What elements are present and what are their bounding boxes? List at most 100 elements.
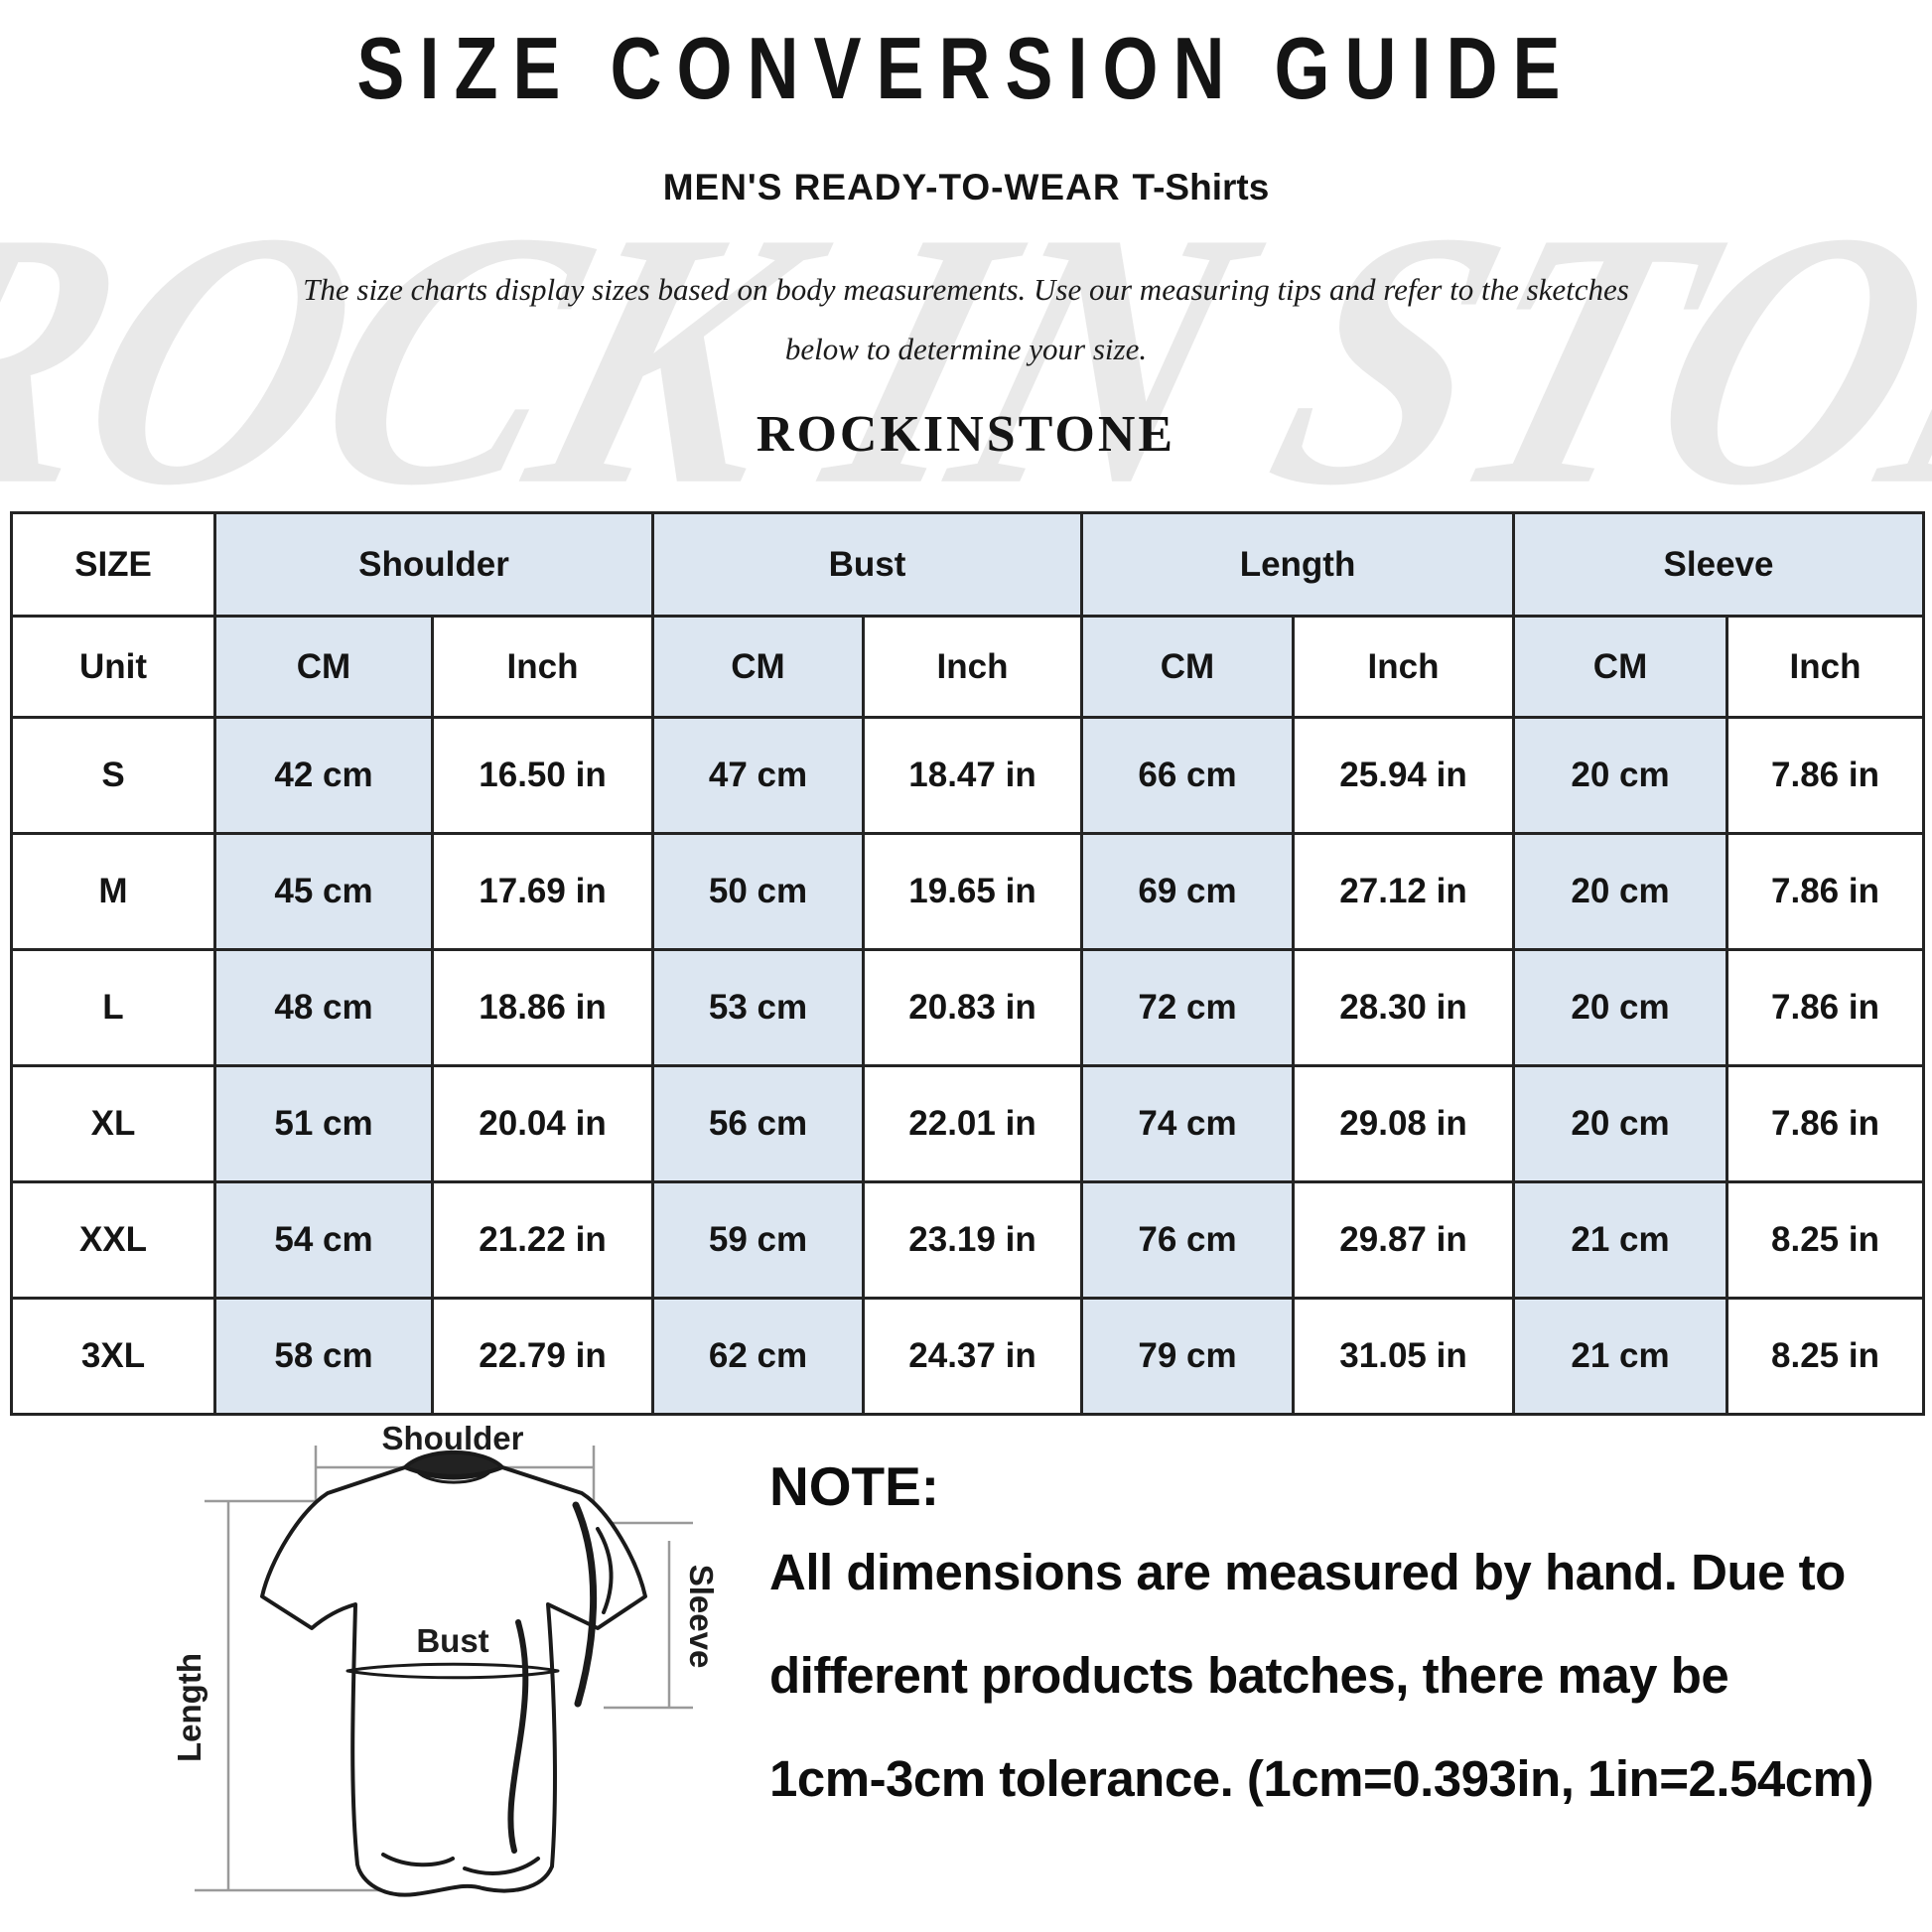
value-cell: 17.69 in	[431, 832, 654, 951]
unit-row-label: Unit	[10, 615, 216, 719]
table-header-bust: Bust	[651, 511, 1083, 618]
diagram-labels: Shoulder Bust Length Sleeve	[171, 1420, 720, 1762]
value-cell: 22.79 in	[431, 1297, 654, 1416]
value-cell: 72 cm	[1080, 948, 1295, 1067]
value-cell: 59 cm	[651, 1180, 865, 1300]
value-cell: 76 cm	[1080, 1180, 1295, 1300]
value-cell: 7.86 in	[1725, 832, 1926, 951]
unit-cell: CM	[651, 615, 865, 719]
value-cell: 29.87 in	[1291, 1180, 1516, 1300]
table-row-xl: XL 51 cm 20.04 in 56 cm 22.01 in 74 cm 2…	[10, 1064, 1926, 1183]
size-cell: 3XL	[10, 1297, 216, 1416]
unit-cell: CM	[1512, 615, 1729, 719]
value-cell: 21 cm	[1512, 1180, 1729, 1300]
note-section: NOTE: All dimensions are measured by han…	[769, 1451, 1921, 1831]
value-cell: 27.12 in	[1291, 832, 1516, 951]
unit-cell: Inch	[862, 615, 1083, 719]
note-heading: NOTE:	[769, 1455, 940, 1517]
description-line-1: The size charts display sizes based on b…	[303, 272, 1629, 307]
tshirt-outline	[260, 1449, 647, 1897]
value-cell: 24.37 in	[862, 1297, 1083, 1416]
table-row-xxl: XXL 54 cm 21.22 in 59 cm 23.19 in 76 cm …	[10, 1180, 1926, 1300]
unit-cell: Inch	[1725, 615, 1926, 719]
value-cell: 31.05 in	[1291, 1297, 1516, 1416]
unit-cell: CM	[1080, 615, 1295, 719]
value-cell: 29.08 in	[1291, 1064, 1516, 1183]
page-title: SIZE CONVERSION GUIDE	[356, 20, 1576, 118]
value-cell: 58 cm	[213, 1297, 434, 1416]
value-cell: 74 cm	[1080, 1064, 1295, 1183]
value-cell: 45 cm	[213, 832, 434, 951]
description: The size charts display sizes based on b…	[0, 260, 1932, 379]
table-corner-size-header: SIZE	[10, 511, 216, 618]
value-cell: 50 cm	[651, 832, 865, 951]
value-cell: 47 cm	[651, 716, 865, 835]
note-line-1: All dimensions are measured by hand. Due…	[769, 1544, 1846, 1600]
value-cell: 8.25 in	[1725, 1180, 1926, 1300]
value-cell: 25.94 in	[1291, 716, 1516, 835]
size-cell: XXL	[10, 1180, 216, 1300]
value-cell: 28.30 in	[1291, 948, 1516, 1067]
subtitle-main: MEN'S READY-TO-WEAR	[662, 167, 1121, 207]
value-cell: 7.86 in	[1725, 1064, 1926, 1183]
value-cell: 8.25 in	[1725, 1297, 1926, 1416]
value-cell: 62 cm	[651, 1297, 865, 1416]
table-header-shoulder: Shoulder	[213, 511, 654, 618]
description-line-2: below to determine your size.	[784, 332, 1148, 366]
table-row-s: S 42 cm 16.50 in 47 cm 18.47 in 66 cm 25…	[10, 716, 1926, 835]
value-cell: 20.83 in	[862, 948, 1083, 1067]
table-group-header-row: SIZE Shoulder Bust Length Sleeve	[10, 511, 1926, 618]
value-cell: 56 cm	[651, 1064, 865, 1183]
table-row-3xl: 3XL 58 cm 22.79 in 62 cm 24.37 in 79 cm …	[10, 1297, 1926, 1416]
value-cell: 69 cm	[1080, 832, 1295, 951]
tshirt-measurement-diagram: Shoulder Bust Length Sleeve	[171, 1420, 720, 1897]
brand-name: ROCKINSTONE	[756, 406, 1176, 463]
note-line-2: different products batches, there may be	[769, 1647, 1729, 1704]
value-cell: 20 cm	[1512, 716, 1729, 835]
value-cell: 21.22 in	[431, 1180, 654, 1300]
value-cell: 20 cm	[1512, 1064, 1729, 1183]
value-cell: 18.86 in	[431, 948, 654, 1067]
value-cell: 54 cm	[213, 1180, 434, 1300]
value-cell: 22.01 in	[862, 1064, 1083, 1183]
subtitle: MEN'S READY-TO-WEAR T-Shirts	[0, 167, 1932, 208]
value-cell: 21 cm	[1512, 1297, 1729, 1416]
value-cell: 42 cm	[213, 716, 434, 835]
value-cell: 48 cm	[213, 948, 434, 1067]
diagram-bust-label: Bust	[416, 1622, 488, 1659]
value-cell: 18.47 in	[862, 716, 1083, 835]
subtitle-secondary: T-Shirts	[1132, 167, 1270, 207]
value-cell: 7.86 in	[1725, 948, 1926, 1067]
value-cell: 53 cm	[651, 948, 865, 1067]
table-row-l: L 48 cm 18.86 in 53 cm 20.83 in 72 cm 28…	[10, 948, 1926, 1067]
value-cell: 19.65 in	[862, 832, 1083, 951]
size-cell: L	[10, 948, 216, 1067]
value-cell: 16.50 in	[431, 716, 654, 835]
table-header-sleeve: Sleeve	[1512, 511, 1926, 618]
diagram-length-label: Length	[171, 1653, 207, 1762]
value-cell: 7.86 in	[1725, 716, 1926, 835]
tshirt-wrinkles	[381, 1501, 614, 1875]
value-cell: 23.19 in	[862, 1180, 1083, 1300]
size-conversion-table: SIZE Shoulder Bust Length Sleeve Unit CM…	[10, 511, 1926, 1416]
unit-cell: CM	[213, 615, 434, 719]
diagram-shoulder-label: Shoulder	[381, 1420, 523, 1456]
note-line-3: 1cm-3cm tolerance. (1cm=0.393in, 1in=2.5…	[769, 1750, 1873, 1807]
diagram-sleeve-label: Sleeve	[683, 1565, 720, 1669]
header: SIZE CONVERSION GUIDE MEN'S READY-TO-WEA…	[0, 0, 1932, 464]
value-cell: 66 cm	[1080, 716, 1295, 835]
table-unit-row: Unit CM Inch CM Inch CM Inch CM Inch	[10, 615, 1926, 719]
value-cell: 20 cm	[1512, 832, 1729, 951]
size-cell: M	[10, 832, 216, 951]
value-cell: 79 cm	[1080, 1297, 1295, 1416]
size-cell: S	[10, 716, 216, 835]
unit-cell: Inch	[431, 615, 654, 719]
unit-cell: Inch	[1291, 615, 1516, 719]
table-row-m: M 45 cm 17.69 in 50 cm 19.65 in 69 cm 27…	[10, 832, 1926, 951]
value-cell: 20 cm	[1512, 948, 1729, 1067]
table-header-length: Length	[1079, 511, 1516, 618]
value-cell: 20.04 in	[431, 1064, 654, 1183]
size-cell: XL	[10, 1064, 216, 1183]
value-cell: 51 cm	[213, 1064, 434, 1183]
